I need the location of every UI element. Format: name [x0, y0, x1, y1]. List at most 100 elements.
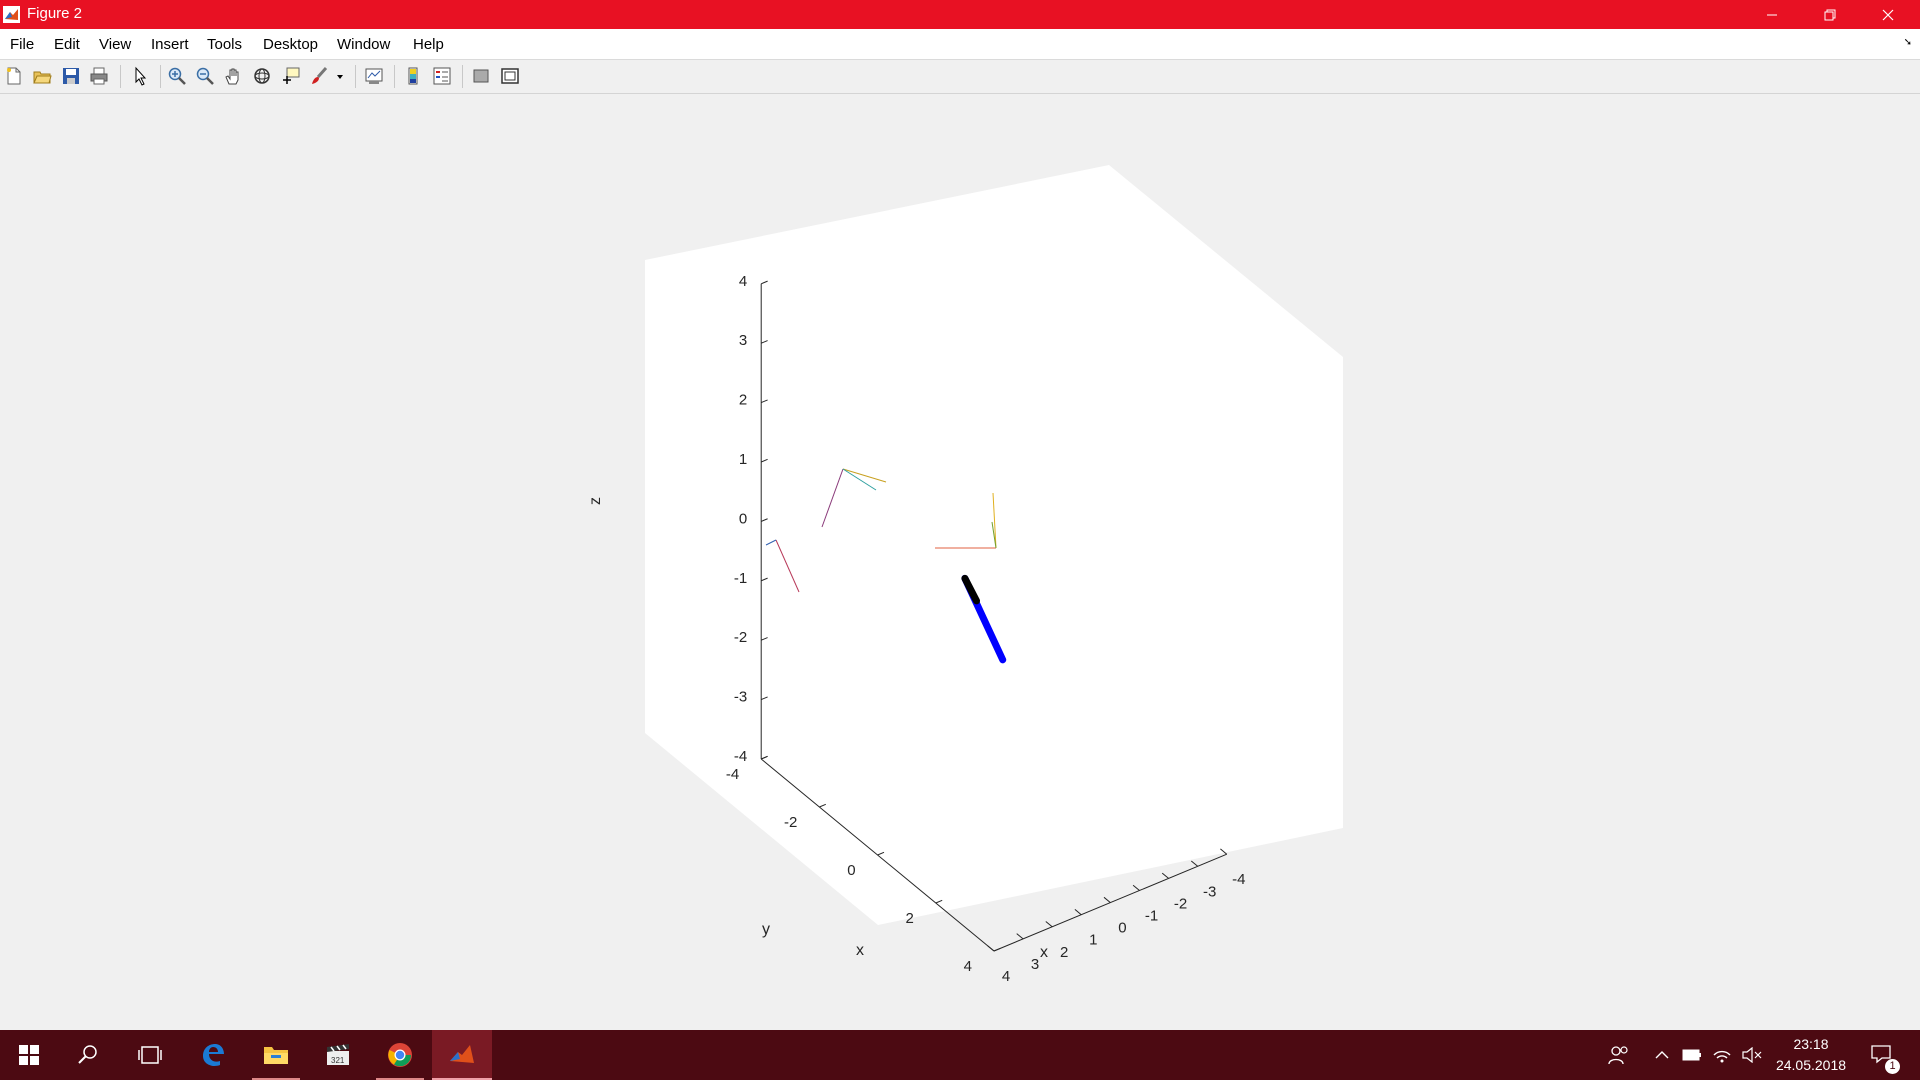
battery-button[interactable]: [1680, 1030, 1704, 1080]
z-tick-label: 4: [739, 273, 747, 290]
task-view-icon: [138, 1046, 162, 1064]
x-tick-label: -3: [1203, 883, 1216, 900]
brush-dropdown-icon[interactable]: [335, 66, 345, 86]
menu-insert[interactable]: Insert: [151, 36, 189, 53]
menu-help[interactable]: Help: [413, 36, 444, 53]
y-tick: [819, 803, 826, 808]
y-tick: [877, 851, 885, 856]
insert-legend-icon[interactable]: [432, 66, 452, 86]
x-tick: [1161, 872, 1169, 879]
taskbar-chrome[interactable]: [374, 1030, 426, 1080]
taskbar-edge[interactable]: [187, 1030, 239, 1080]
y-tick-label: 2: [905, 910, 913, 927]
matlab-icon: [450, 1045, 474, 1063]
menu-desktop[interactable]: Desktop: [263, 36, 319, 53]
windows-logo-icon: [19, 1045, 39, 1065]
z-tick-label: 0: [739, 510, 747, 527]
chevron-up-icon: [1655, 1051, 1669, 1059]
insert-colorbar-icon[interactable]: [403, 66, 423, 86]
x-tick-label: 1: [1089, 932, 1097, 949]
show-plot-tools-icon[interactable]: [500, 66, 520, 86]
frame-axis-line: [821, 468, 844, 528]
frame-axis-line: [991, 521, 997, 549]
taskbar-file-explorer[interactable]: [250, 1030, 302, 1080]
x-axis-label: x: [1040, 944, 1048, 961]
clock-date[interactable]: 24.05.2018: [1775, 1057, 1847, 1073]
toolbar-separator: [355, 65, 356, 88]
x-tick: [1132, 884, 1140, 891]
y-tick: [935, 899, 943, 904]
x-tick: [1220, 848, 1228, 855]
people-button[interactable]: [1604, 1030, 1634, 1080]
notification-badge: 1: [1885, 1059, 1900, 1074]
show-hidden-icons-button[interactable]: [1650, 1030, 1674, 1080]
menu-window[interactable]: Window: [337, 36, 391, 53]
open-file-icon[interactable]: [32, 66, 52, 86]
save-icon[interactable]: [61, 66, 81, 86]
search-icon: [78, 1045, 97, 1064]
pan-hand-icon[interactable]: [223, 66, 243, 86]
x-tick: [1016, 933, 1024, 940]
x-tick: [1190, 860, 1199, 867]
robot-link: [961, 574, 981, 605]
task-view-button[interactable]: [124, 1030, 176, 1080]
edge-browser-icon: [203, 1044, 224, 1066]
new-figure-icon[interactable]: [4, 66, 24, 86]
z-tick: [761, 637, 768, 641]
menu-tools[interactable]: Tools: [207, 36, 243, 53]
close-icon: [1882, 9, 1894, 20]
clock-time[interactable]: 23:18: [1793, 1036, 1829, 1052]
x-tick-label: 2: [1060, 944, 1068, 961]
z-tick: [761, 518, 768, 522]
x-tick: [1103, 896, 1111, 903]
zoom-in-icon[interactable]: [167, 66, 187, 86]
minimize-button[interactable]: [1743, 0, 1801, 29]
menu-file[interactable]: File: [10, 36, 35, 53]
frame-axis-line: [775, 539, 800, 593]
z-tick-label: -4: [734, 748, 747, 765]
zoom-out-icon[interactable]: [195, 66, 215, 86]
data-cursor-icon[interactable]: [281, 66, 301, 86]
x-tick: [987, 945, 995, 952]
search-button[interactable]: [62, 1030, 114, 1080]
z-tick: [761, 280, 768, 285]
toolbar-separator: [120, 65, 121, 88]
edit-plot-arrow-icon[interactable]: [131, 66, 151, 86]
link-plot-icon[interactable]: [364, 66, 384, 86]
volume-button[interactable]: [1740, 1030, 1764, 1080]
network-button[interactable]: [1710, 1030, 1734, 1080]
taskbar-matlab[interactable]: [432, 1030, 492, 1080]
x-tick-label: 3: [1031, 956, 1039, 973]
chrome-icon: [388, 1043, 412, 1067]
action-center-button[interactable]: 1: [1860, 1030, 1904, 1080]
menu-edit[interactable]: Edit: [54, 36, 80, 53]
restore-icon: [1824, 9, 1836, 20]
brush-icon[interactable]: [310, 66, 330, 86]
axes-background: [645, 165, 1343, 925]
frame-axis-line: [765, 539, 777, 546]
minimize-icon: [1767, 14, 1777, 15]
z-tick-label: -1: [734, 570, 747, 587]
z-tick: [761, 577, 768, 582]
title-bar: Figure 2: [0, 0, 1920, 29]
wifi-icon: [1713, 1050, 1731, 1063]
x-tick: [1074, 909, 1082, 916]
close-button[interactable]: [1859, 0, 1917, 29]
clapperboard-icon: 321: [327, 1044, 349, 1065]
undock-arrow-icon[interactable]: ➘: [1903, 37, 1912, 48]
frame-axis-line: [992, 492, 997, 549]
rotate-3d-icon[interactable]: [252, 66, 272, 86]
z-tick-label: 1: [739, 451, 747, 468]
z-axis-label: z: [587, 497, 604, 505]
hide-plot-tools-icon[interactable]: [471, 66, 491, 86]
print-icon[interactable]: [89, 66, 109, 86]
restore-button[interactable]: [1801, 0, 1859, 29]
taskbar-video-editor[interactable]: 321: [312, 1030, 364, 1080]
z-tick: [761, 399, 768, 404]
matlab-figure-icon: [3, 6, 20, 23]
menu-view[interactable]: View: [99, 36, 132, 53]
start-button[interactable]: [0, 1030, 58, 1080]
folder-icon: [264, 1047, 288, 1064]
frame-axis-line: [842, 468, 887, 483]
